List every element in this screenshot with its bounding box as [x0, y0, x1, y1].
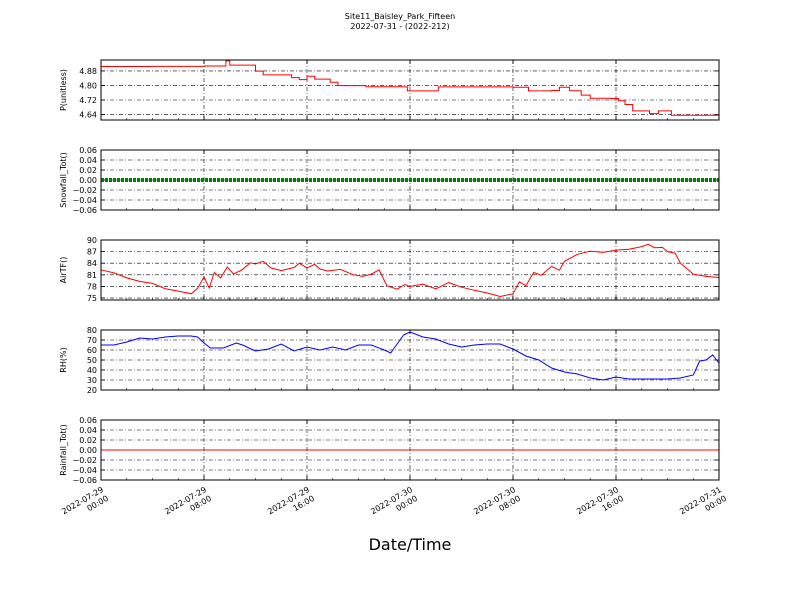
chart-title: Site11_Baisley_Park_Fifteen: [345, 12, 455, 21]
y-tick-label: 84: [87, 259, 97, 268]
y-tick-label: 4.64: [79, 111, 97, 120]
y-tick-label: 0.00: [79, 176, 97, 185]
y-tick-label: 0.06: [79, 146, 97, 155]
y-tick-label: 78: [87, 282, 97, 291]
panel-4: 0.060.040.020.00−0.02−0.04−0.06 Rainfall_…: [59, 416, 720, 485]
y-axis-label: AirTF(): [59, 257, 68, 284]
y-tick-label: 90: [87, 236, 97, 245]
y-tick-label: 87: [87, 248, 97, 257]
plot-frame: [100, 419, 720, 481]
plot-frame: [100, 149, 720, 211]
y-tick-label: 0.04: [79, 426, 97, 435]
y-tick-label: 81: [87, 271, 97, 280]
y-tick-label: −0.04: [72, 466, 97, 475]
y-axis-label: RH(%): [59, 347, 68, 372]
y-tick-label: 80: [87, 326, 97, 335]
x-axis-label: Date/Time: [369, 535, 452, 554]
y-tick-label: 40: [87, 366, 97, 375]
y-tick-label: −0.02: [72, 456, 97, 465]
panel-0: 4.64 4.72 4.80 4.88 P(unitless): [59, 59, 720, 121]
chart-subtitle: 2022-07-31 - (2022-212): [350, 22, 449, 31]
series-line: [101, 331, 720, 381]
y-tick-label: 4.80: [79, 81, 97, 90]
y-tick-label: −0.06: [72, 206, 97, 215]
y-axis-label: P(unitless): [59, 69, 68, 111]
y-tick-label: 4.72: [79, 96, 97, 105]
y-tick-label: 60: [87, 346, 97, 355]
y-tick-label: −0.02: [72, 186, 97, 195]
y-tick-label: 50: [87, 356, 97, 365]
y-tick-label: 0.06: [79, 416, 97, 425]
plot-frame: [100, 59, 720, 121]
series-line: [100, 243, 720, 298]
y-tick-label: 70: [87, 336, 97, 345]
y-tick-label: 20: [87, 386, 97, 395]
y-tick-label: 30: [87, 376, 97, 385]
y-tick-label: 0.04: [79, 156, 97, 165]
series-line: [101, 60, 720, 116]
panel-1: 0.060.040.020.00−0.02−0.04−0.06 Snowfall_…: [59, 146, 720, 215]
y-tick-label: −0.04: [72, 196, 97, 205]
y-tick-label: 0.00: [79, 446, 97, 455]
y-tick-label: 4.88: [79, 67, 97, 76]
plot-frame: [100, 239, 720, 301]
y-tick-label: 0.02: [79, 436, 97, 445]
y-tick-label: 75: [87, 294, 97, 303]
y-tick-label: 0.02: [79, 166, 97, 175]
y-tick-label: −0.06: [72, 476, 97, 485]
y-axis-label: Rainfall_Tot(): [59, 424, 68, 476]
y-axis-label: Snowfall_Tot(): [59, 152, 68, 208]
panel-2: 90 87 84 81 78 75 AirTF(): [59, 236, 720, 303]
plot-frame: [100, 329, 720, 391]
